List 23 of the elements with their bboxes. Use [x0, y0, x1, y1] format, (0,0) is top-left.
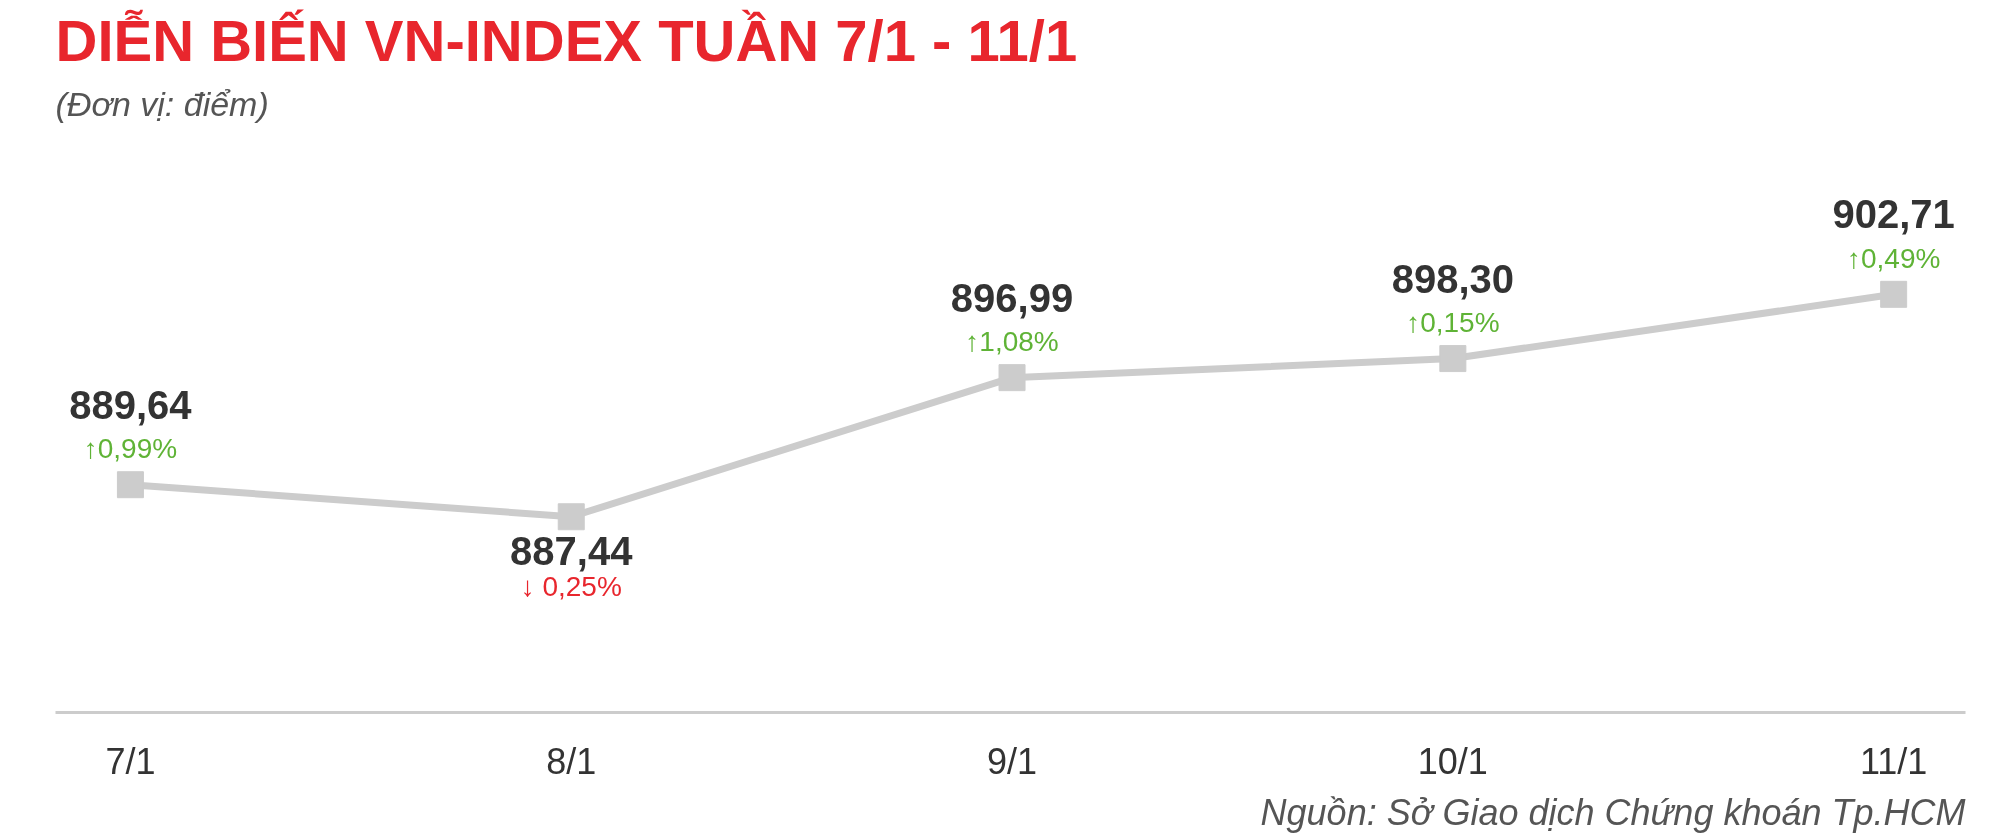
data-label: 896,99 [950, 275, 1074, 320]
annotation: ↑0,49% [1846, 242, 1941, 274]
annotation: ↑0,99% [83, 433, 178, 465]
point [1880, 280, 1908, 308]
data-label: 902,71 [1832, 192, 1955, 237]
annotation: ↓ 0,25% [520, 571, 622, 603]
x-tick-label: 8/1 [546, 740, 597, 782]
chart-subtitle: (Đơn vị: điểm) [55, 84, 269, 123]
annotation: ↑1,08% [965, 326, 1059, 358]
point [116, 471, 144, 499]
x-tick-label: 9/1 [987, 740, 1038, 782]
x-tick-label: 10/1 [1417, 740, 1488, 782]
x-tick-label: 11/1 [1859, 740, 1928, 782]
chart-title: DIỄN BIẾN VN-INDEX TUẦN 7/1 - 11/1 [55, 7, 1078, 73]
point [998, 364, 1026, 392]
data-label: 887,44 [510, 528, 634, 573]
data-label: 898,30 [1391, 256, 1515, 301]
text: Nguồn: Sở Giao dịch Chứng khoán Tp.HCM [1260, 791, 1966, 833]
x-tick-label: 7/1 [105, 740, 156, 782]
annotation: ↑0,15% [1406, 307, 1500, 339]
point [1439, 345, 1467, 373]
point [557, 503, 585, 531]
data-label: 889,64 [69, 382, 193, 427]
